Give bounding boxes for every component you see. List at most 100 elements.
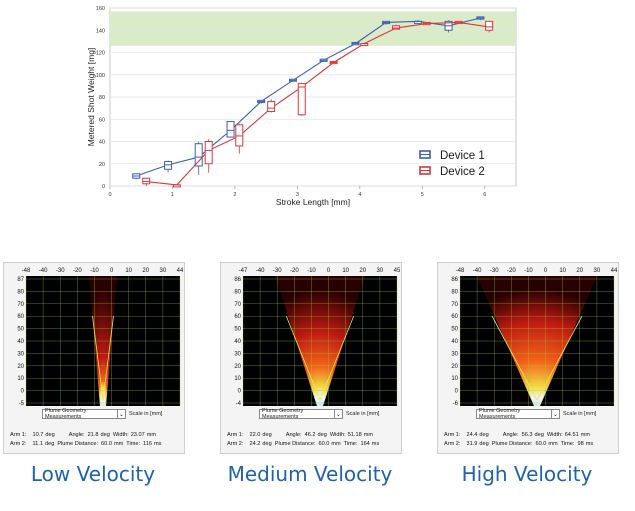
chevron-down-icon[interactable]: ⌄	[333, 410, 342, 418]
top-tick-label: 30	[594, 268, 601, 274]
plume-geometry-select[interactable]: Plume Geometry Measurements ⌄	[476, 408, 560, 420]
left-tick-label: 60	[451, 314, 458, 320]
time-label: Time:	[560, 441, 575, 447]
top-tick-label: 10	[342, 268, 349, 274]
iqr-box	[204, 141, 213, 165]
deg-unit: deg	[479, 441, 489, 447]
deg-unit: deg	[262, 432, 272, 438]
time-value: 164	[360, 441, 370, 447]
y-tick-label: 160	[96, 6, 105, 12]
box-1	[476, 16, 485, 21]
measurement-row: Arm 1: 10.7 deg Angle: 21.8 deg Width: 23.07 mm	[10, 432, 159, 438]
scale-label: Scale in [mm]	[346, 411, 380, 417]
top-tick-label: -30	[490, 268, 499, 274]
left-tick-label: 70	[451, 302, 458, 308]
plume-geometry-select[interactable]: Plume Geometry Measurements ⌄	[259, 408, 343, 420]
left-tick-label: 10	[234, 376, 241, 382]
plume-controls: Plume Geometry Measurements ⌄ Scale in [mm…	[476, 408, 596, 420]
legend-label: Device 2	[440, 166, 485, 178]
arm1-line	[285, 315, 321, 401]
plume-panel-medium: -47 -40 -30 -20 -10 0 10 20 30 45 86 80 70 60 50 40 30 20…	[220, 262, 402, 454]
y-axis-title: Metered Shot Weight [mg]	[86, 48, 96, 147]
deg-unit: deg	[534, 432, 544, 438]
arm2-line	[102, 315, 114, 401]
x-tick-label: 5	[421, 192, 424, 198]
top-tick-label: 20	[142, 268, 149, 274]
top-tick-label: -40	[39, 268, 48, 274]
box-1	[444, 20, 453, 33]
time-value: 116	[143, 441, 152, 447]
top-tick-label: -20	[290, 268, 299, 274]
top-tick-label: -10	[524, 268, 533, 274]
arm2-value: 31.9	[466, 441, 478, 447]
left-tick-label: 60	[17, 314, 24, 320]
y-tick-label: 40	[99, 140, 105, 146]
arm1-label: Arm 1:	[444, 432, 461, 438]
y-tick-label: 80	[99, 95, 105, 101]
scale-label: Scale in [mm]	[129, 411, 163, 417]
left-tick-label: 80	[234, 289, 241, 295]
arm1-label: Arm 1:	[227, 432, 244, 438]
top-tick-label: -10	[90, 268, 99, 274]
left-tick-label: 50	[17, 327, 24, 333]
top-tick-label: -20	[73, 268, 82, 274]
arm2-label: Arm 2:	[444, 441, 461, 447]
chevron-down-icon[interactable]: ⌄	[550, 410, 559, 418]
plume-distance-value: 60.0	[535, 441, 547, 447]
left-tick-label: 87	[17, 277, 24, 283]
arm2-label: Arm 2:	[227, 441, 244, 447]
plume-geometry-select-label: Plume Geometry Measurements	[262, 408, 304, 420]
box-2	[204, 139, 213, 173]
legend-entry-2: Device 2	[419, 166, 485, 178]
series-line-2	[146, 21, 490, 186]
arm1-line	[491, 315, 538, 401]
box-2	[422, 21, 431, 26]
top-tick-label: -48	[456, 268, 465, 274]
x-axis-title: Stroke Length [mm]	[276, 197, 350, 207]
mm-unit: mm	[146, 432, 157, 438]
top-tick-label: -47	[239, 268, 248, 274]
box-2	[392, 24, 401, 30]
iqr-box	[164, 161, 173, 170]
angle-value: 56.3	[521, 432, 533, 438]
deg-unit: deg	[262, 441, 272, 447]
box-2	[485, 20, 494, 33]
top-tick-label: -40	[473, 268, 482, 274]
top-tick-label: -20	[507, 268, 516, 274]
width-label: Width:	[112, 432, 129, 438]
left-tick-label: 50	[234, 327, 241, 333]
left-tick-label: 40	[17, 339, 24, 345]
top-tick-label: -40	[256, 268, 265, 274]
box-1	[226, 120, 235, 138]
left-tick-label: 0	[21, 389, 25, 395]
box-2	[267, 99, 276, 113]
top-tick-label: 44	[177, 268, 184, 274]
legend-label: Device 1	[440, 150, 485, 162]
y-tick-label: 100	[96, 73, 105, 79]
plume-geometry-select[interactable]: Plume Geometry Measurements ⌄	[42, 408, 126, 420]
chevron-down-icon[interactable]: ⌄	[116, 410, 125, 418]
plume-image-svg: -47 -40 -30 -20 -10 0 10 20 30 458680706050403020…	[234, 268, 401, 407]
x-tick-label: 4	[358, 192, 361, 198]
top-tick-label: -30	[273, 268, 282, 274]
box-1	[351, 41, 360, 46]
mm-unit: mm	[113, 441, 124, 447]
left-tick-label: 30	[234, 351, 241, 357]
angle-label: Angle:	[68, 432, 85, 438]
plume-distance-label: Plume Distance:	[491, 441, 533, 447]
x-tick-label: 0	[108, 192, 111, 198]
top-tick-label: -30	[56, 268, 65, 274]
plume-panel-high: -48 -40 -30 -20 -10 0 10 20 30 44 86 80 70 60 50 40 30 20…	[437, 262, 619, 454]
plume-controls: Plume Geometry Measurements ⌄ Scale in [mm…	[259, 408, 379, 420]
measurement-row: Arm 1: 22.0 deg Angle: 46.2 deg Width: 51.18 mm	[227, 432, 376, 438]
left-tick-label: 30	[17, 351, 24, 357]
box-2	[172, 184, 181, 188]
box-1	[319, 58, 328, 62]
width-value: 23.07	[130, 432, 145, 438]
left-tick-label: 80	[451, 289, 458, 295]
top-tick-label: 20	[576, 268, 583, 274]
arm2-value: 24.2	[249, 441, 261, 447]
y-tick-label: 140	[96, 28, 105, 34]
top-tick-label: 0	[544, 268, 548, 274]
box-1	[289, 78, 298, 82]
